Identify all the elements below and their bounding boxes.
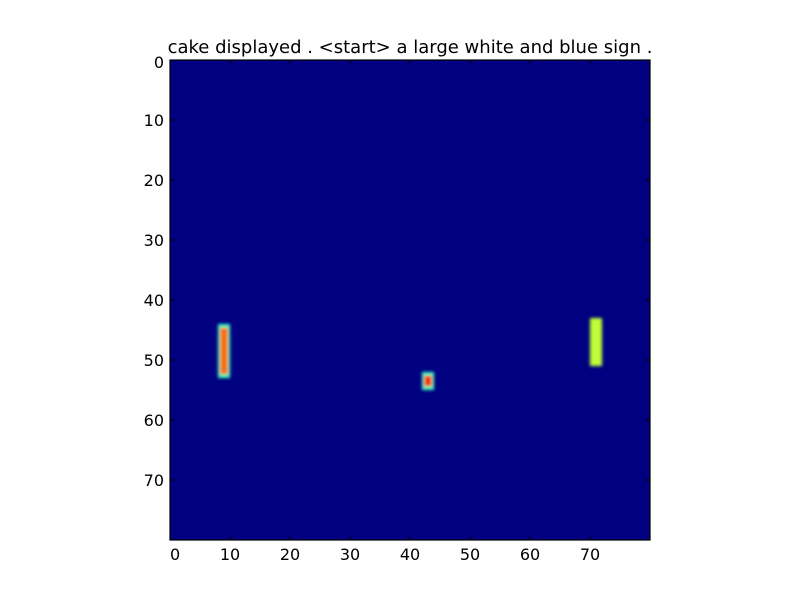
blob-core xyxy=(592,321,600,363)
heatmap-blob-2 xyxy=(422,372,434,390)
x-tick-label: 50 xyxy=(460,545,480,564)
x-tick-label: 60 xyxy=(520,545,540,564)
x-tick-label: 0 xyxy=(170,545,180,564)
heatmap-blob-1 xyxy=(218,324,230,378)
y-tick-label: 60 xyxy=(144,411,164,430)
y-tick-label: 10 xyxy=(144,111,164,130)
blob-core xyxy=(424,375,432,387)
heatmap-blob-3 xyxy=(590,318,602,366)
y-tick-label: 40 xyxy=(144,291,164,310)
x-tick-label: 30 xyxy=(340,545,360,564)
y-tick-label: 30 xyxy=(144,231,164,250)
x-tick-label: 70 xyxy=(580,545,600,564)
x-tick-label: 20 xyxy=(280,545,300,564)
y-tick-label: 0 xyxy=(154,53,164,72)
plot-frame xyxy=(169,59,651,541)
y-tick-label: 50 xyxy=(144,351,164,370)
heatmap-background xyxy=(170,60,650,540)
blob-core xyxy=(220,327,228,375)
x-tick-label: 10 xyxy=(220,545,240,564)
chart-title: cake displayed . <start> a large white a… xyxy=(168,37,653,58)
heatmap-blobs xyxy=(218,318,602,390)
y-tick-label: 20 xyxy=(144,171,164,190)
y-tick-label: 70 xyxy=(144,471,164,490)
x-tick-label: 40 xyxy=(400,545,420,564)
axis-ticks: 0 10 20 30 40 50 60 70 0 10 20 30 40 50 60 70 xyxy=(144,53,650,564)
